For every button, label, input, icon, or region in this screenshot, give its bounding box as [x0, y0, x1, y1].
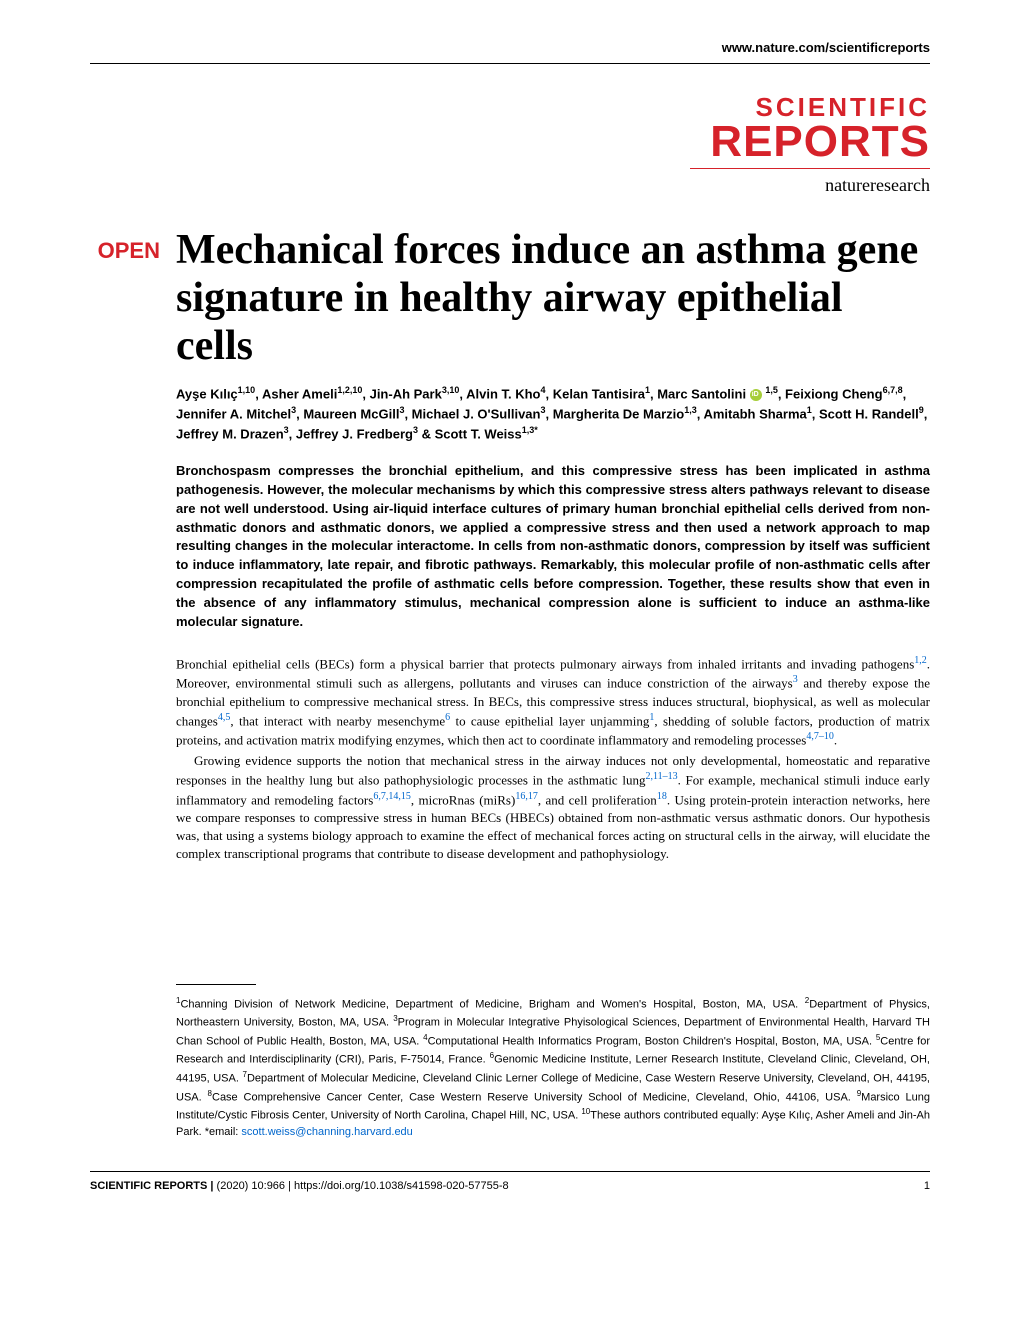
footer-page-number: 1 — [924, 1180, 930, 1192]
logo-divider — [690, 168, 930, 169]
author-list: Ayşe Kılıç1,10, Asher Ameli1,2,10, Jin-A… — [176, 384, 930, 443]
open-access-badge: OPEN — [90, 238, 160, 264]
footer-meta: (2020) 10:966 | https://doi.org/10.1038/… — [217, 1180, 509, 1192]
affiliations-text: 1Channing Division of Network Medicine, … — [176, 995, 930, 1141]
footer-journal: SCIENTIFIC REPORTS — [90, 1180, 207, 1192]
orcid-icon — [750, 389, 762, 401]
page-footer: SCIENTIFIC REPORTS | (2020) 10:966 | htt… — [90, 1171, 930, 1192]
article-title: Mechanical forces induce an asthma gene … — [176, 226, 930, 371]
logo-reports-text: REPORTS — [90, 122, 930, 162]
body-text: Bronchial epithelial cells (BECs) form a… — [176, 654, 930, 864]
article-header: OPEN Mechanical forces induce an asthma … — [90, 226, 930, 371]
abstract-text: Bronchospasm compresses the bronchial ep… — [176, 462, 930, 632]
footer-left: SCIENTIFIC REPORTS | (2020) 10:966 | htt… — [90, 1180, 509, 1192]
header-rule — [90, 63, 930, 64]
paragraph-1: Bronchial epithelial cells (BECs) form a… — [176, 654, 930, 750]
paragraph-2: Growing evidence supports the notion tha… — [176, 752, 930, 864]
affiliations-rule — [176, 984, 256, 985]
logo-nature-text: natureresearch — [90, 175, 930, 196]
page-container: www.nature.com/scientificreports SCIENTI… — [0, 0, 1020, 1340]
header-url[interactable]: www.nature.com/scientificreports — [90, 40, 930, 55]
journal-logo: SCIENTIFIC REPORTS natureresearch — [90, 94, 930, 196]
